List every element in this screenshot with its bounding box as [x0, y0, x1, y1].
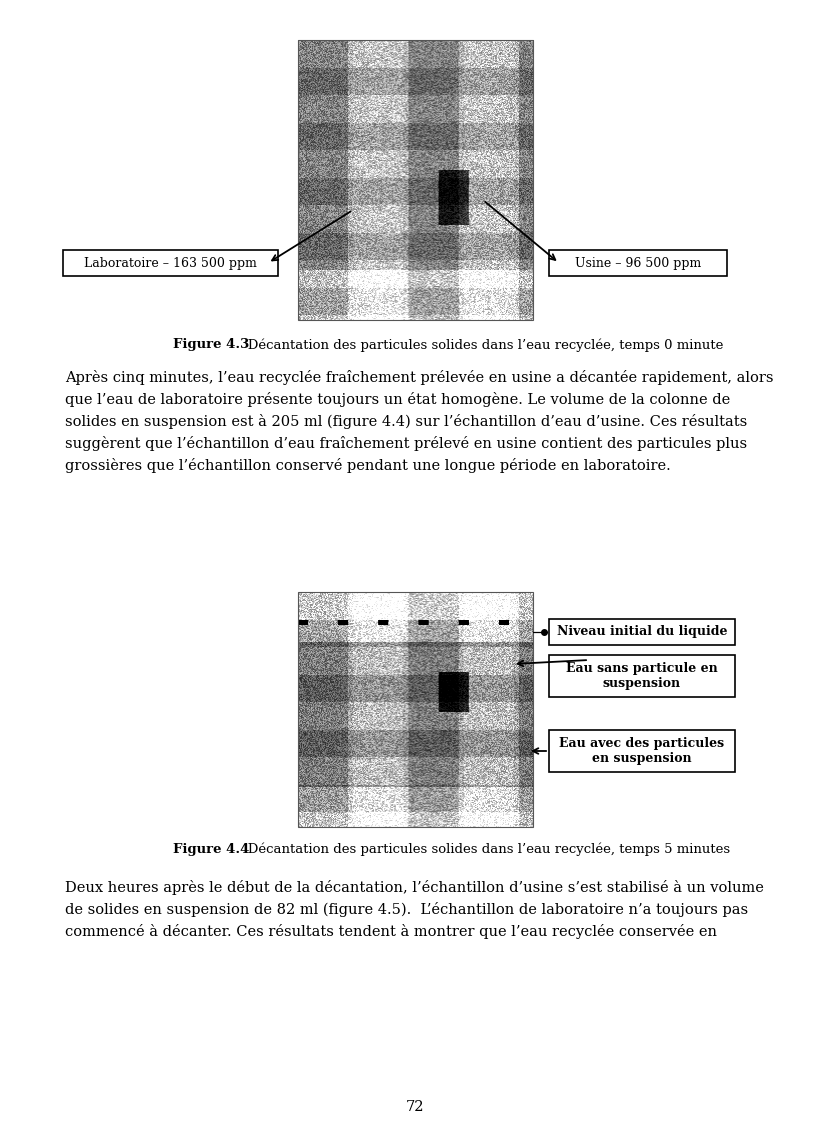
Text: de solides en suspension de 82 ml (figure 4.5).  L’échantillon de laboratoire n’: de solides en suspension de 82 ml (figur… — [65, 902, 748, 917]
Bar — [298, 592, 533, 827]
Text: Laboratoire – 163 500 ppm: Laboratoire – 163 500 ppm — [84, 257, 257, 269]
Text: Figure 4.4: Figure 4.4 — [173, 843, 249, 856]
Text: 72: 72 — [406, 1100, 424, 1113]
FancyBboxPatch shape — [549, 619, 735, 645]
FancyBboxPatch shape — [549, 730, 735, 772]
Text: Décantation des particules solides dans l’eau recyclée, temps 5 minutes: Décantation des particules solides dans … — [235, 843, 730, 857]
Text: Usine – 96 500 ppm: Usine – 96 500 ppm — [575, 257, 701, 269]
Text: grossières que l’échantillon conservé pendant une longue période en laboratoire.: grossières que l’échantillon conservé pe… — [65, 459, 671, 473]
FancyBboxPatch shape — [549, 250, 727, 276]
Text: Figure 4.3: Figure 4.3 — [173, 338, 249, 351]
Text: que l’eau de laboratoire présente toujours un état homogène. Le volume de la col: que l’eau de laboratoire présente toujou… — [65, 392, 730, 407]
FancyBboxPatch shape — [549, 655, 735, 697]
Text: Après cinq minutes, l’eau recyclée fraîchement prélevée en usine a décantée rapi: Après cinq minutes, l’eau recyclée fraîc… — [65, 370, 774, 385]
Text: Décantation des particules solides dans l’eau recyclée, temps 0 minute: Décantation des particules solides dans … — [235, 338, 724, 352]
Text: Deux heures après le début de la décantation, l’échantillon d’usine s’est stabil: Deux heures après le début de la décanta… — [65, 880, 764, 896]
Text: Eau avec des particules
en suspension: Eau avec des particules en suspension — [559, 737, 725, 765]
Bar — [298, 40, 533, 320]
FancyBboxPatch shape — [63, 250, 278, 276]
Text: commencé à décanter. Ces résultats tendent à montrer que l’eau recyclée conservé: commencé à décanter. Ces résultats tende… — [65, 924, 717, 939]
Text: suggèrent que l’échantillon d’eau fraîchement prélevé en usine contient des part: suggèrent que l’échantillon d’eau fraîch… — [65, 436, 747, 451]
Text: Niveau initial du liquide: Niveau initial du liquide — [557, 625, 727, 639]
Text: solides en suspension est à 205 ml (figure 4.4) sur l’échantillon d’eau d’usine.: solides en suspension est à 205 ml (figu… — [65, 414, 747, 429]
Text: Eau sans particule en
suspension: Eau sans particule en suspension — [566, 662, 718, 690]
